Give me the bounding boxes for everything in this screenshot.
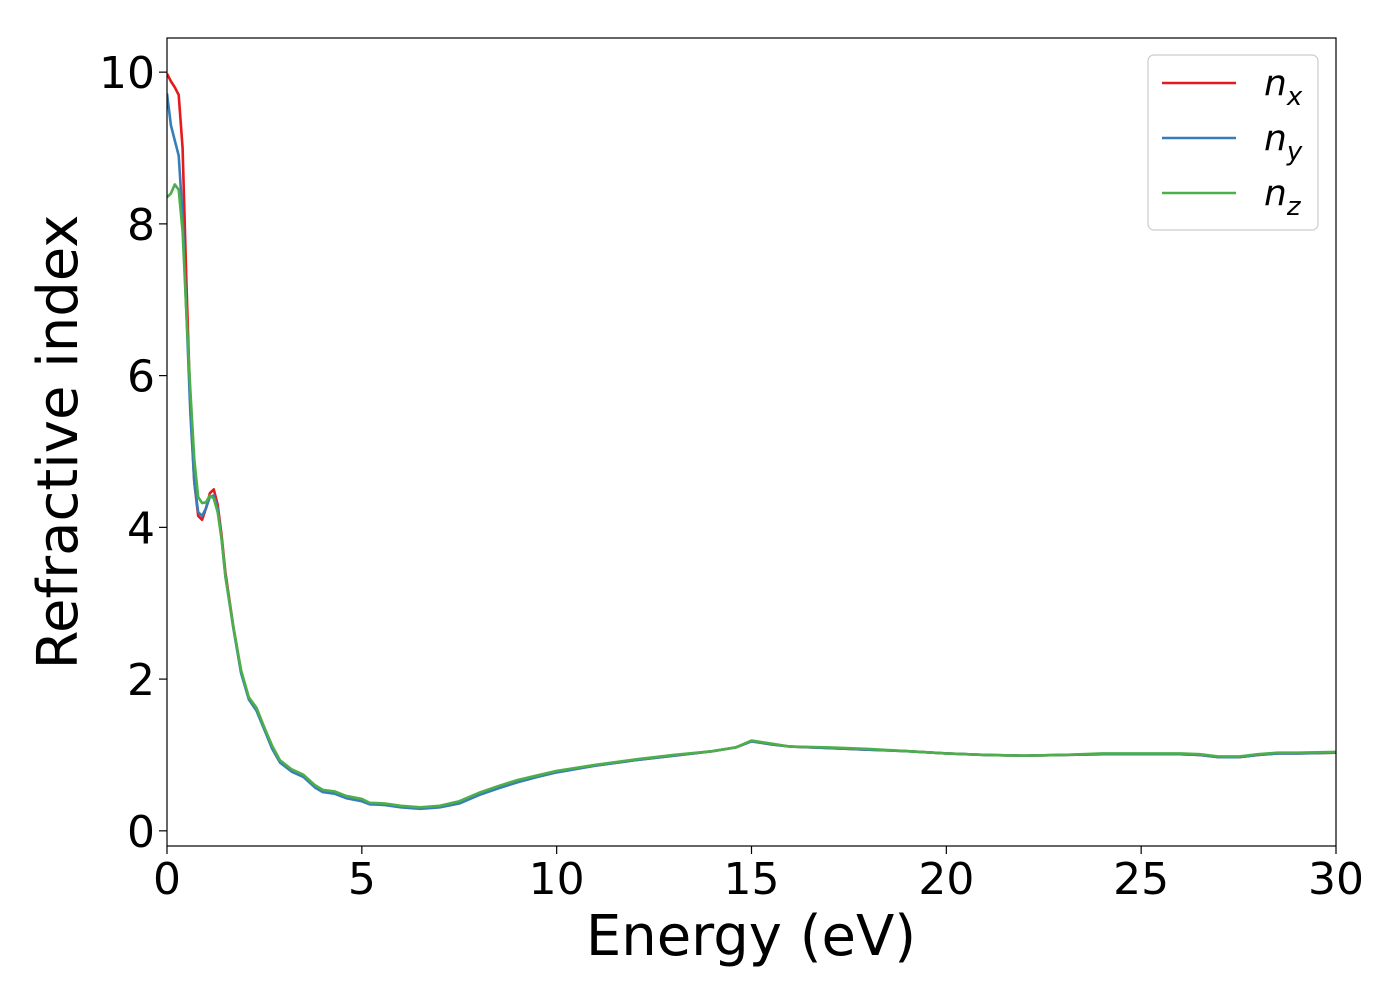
y-tick-label: 6 [127,352,155,403]
y-tick-label: 2 [127,655,155,706]
legend-box [1147,54,1319,231]
legend-label-base: n [1264,173,1287,214]
legend-label-subscript: y [1286,137,1303,167]
legend-label-nx: nx [1264,63,1303,112]
x-tick-label: 25 [1113,854,1169,905]
y-tick-label: 4 [127,503,155,554]
legend-label-base: n [1264,63,1287,104]
y-axis: 0 2 4 6 8 10 [99,48,167,858]
series-line-nz [167,183,1336,809]
legend-label-subscript: x [1286,82,1303,112]
x-tick-label: 20 [918,854,974,905]
x-tick-label: 5 [348,854,376,905]
x-tick-label: 15 [724,854,780,905]
legend-label-nz: nz [1264,173,1302,222]
y-tick-label: 0 [127,807,155,858]
y-tick-label: 8 [127,200,155,251]
x-tick-label: 0 [153,854,181,905]
x-axis: 0 5 10 15 20 25 30 [153,846,1364,905]
series-layer [167,73,1336,811]
y-axis-title: Refractive index [26,215,91,670]
x-tick-label: 30 [1308,854,1364,905]
y-tick-label: 10 [99,48,155,99]
legend-label-base: n [1264,118,1287,159]
legend-label-subscript: z [1286,192,1302,222]
x-tick-label: 10 [529,854,585,905]
x-axis-title: Energy (eV) [586,904,916,969]
legend-label-ny: ny [1264,118,1303,167]
